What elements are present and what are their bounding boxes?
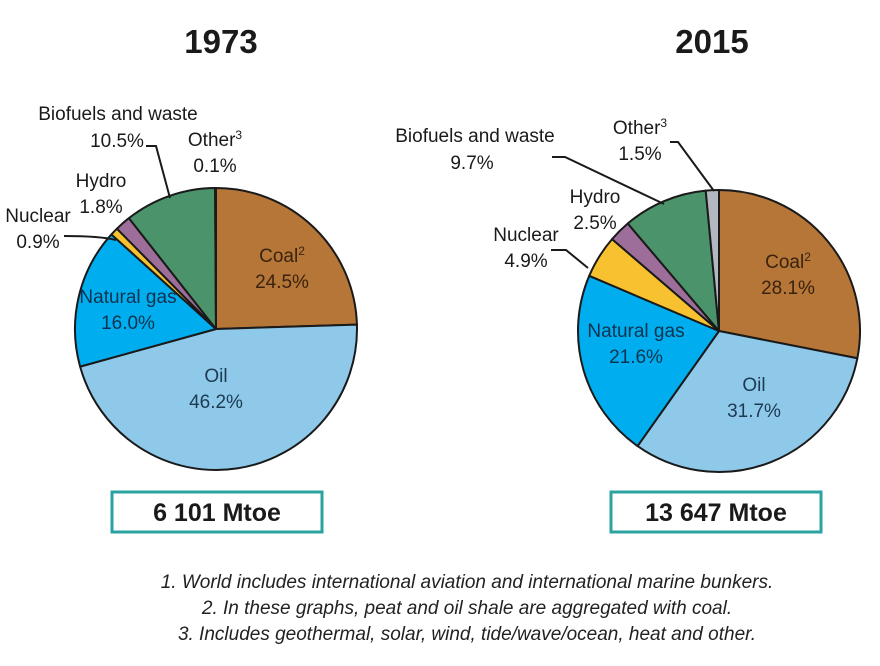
- pie-title-1973: 1973: [184, 23, 257, 60]
- slice-value-hydro: 2.5%: [573, 213, 616, 234]
- pie-2015: [577, 189, 861, 473]
- slice-name-other: Other3: [613, 116, 668, 139]
- slice-name-other: Other3: [188, 128, 243, 151]
- slice-name-natural-gas: Natural gas: [587, 321, 684, 342]
- leader-line-other: [670, 141, 715, 192]
- slice-other: [214, 187, 217, 330]
- total-box-1973: 6 101 Mtoe: [110, 490, 324, 534]
- slice-name-coal: Coal2: [765, 250, 811, 273]
- slice-value-other: 1.5%: [618, 144, 661, 165]
- footnote-3: 3. Includes geothermal, solar, wind, tid…: [178, 624, 756, 645]
- slice-value-biofuels-and-waste: 10.5%: [90, 131, 144, 152]
- slice-name-coal: Coal2: [259, 244, 305, 267]
- slice-value-coal: 28.1%: [761, 278, 815, 299]
- leader-line-nuclear: [63, 235, 117, 241]
- slice-biofuels-and-waste: [626, 189, 720, 332]
- slice-value-nuclear: 4.9%: [504, 251, 547, 272]
- slice-name-nuclear: Nuclear: [493, 225, 559, 246]
- slice-coal: [215, 187, 358, 330]
- pie-title-2015: 2015: [675, 23, 748, 60]
- total-box-2015: 13 647 Mtoe: [609, 490, 823, 534]
- slice-name-hydro: Hydro: [76, 171, 127, 192]
- slice-name-hydro: Hydro: [570, 187, 621, 208]
- slice-value-natural-gas: 16.0%: [101, 313, 155, 334]
- leader-line-nuclear: [551, 249, 589, 269]
- footnote-2: 2. In these graphs, peat and oil shale a…: [201, 598, 732, 619]
- slice-value-oil: 46.2%: [189, 392, 243, 413]
- leader-line-biofuels-and-waste: [552, 156, 665, 205]
- footnote-1: 1. World includes international aviation…: [161, 572, 774, 593]
- total-value-1973: 6 101 Mtoe: [153, 499, 281, 527]
- slice-name-natural-gas: Natural gas: [79, 287, 176, 308]
- pie-2015-labels: Coal2 28.1% Oil 31.7% Natural gas 21.6% Nuclea…: [395, 116, 815, 422]
- slice-natural-gas: [577, 274, 720, 448]
- slice-value-hydro: 1.8%: [79, 197, 122, 218]
- total-value-2015: 13 647 Mtoe: [645, 499, 787, 527]
- pie-1973-labels: Coal2 24.5% Oil 46.2% Natural gas 16.0% Nuclea…: [5, 104, 309, 413]
- slice-value-nuclear: 0.9%: [16, 232, 59, 253]
- slice-name-oil: Oil: [204, 366, 227, 387]
- slice-natural-gas: [74, 233, 217, 368]
- slice-value-other: 0.1%: [193, 156, 236, 177]
- slice-value-biofuels-and-waste: 9.7%: [450, 153, 493, 174]
- slice-oil: [79, 323, 358, 471]
- slice-value-oil: 31.7%: [727, 401, 781, 422]
- slice-value-natural-gas: 21.6%: [609, 347, 663, 368]
- slice-name-nuclear: Nuclear: [5, 206, 71, 227]
- slice-oil: [636, 330, 859, 473]
- slice-name-biofuels-and-waste: Biofuels and waste: [395, 126, 555, 147]
- slice-name-biofuels-and-waste: Biofuels and waste: [38, 104, 198, 125]
- slice-value-coal: 24.5%: [255, 272, 309, 293]
- slice-name-oil: Oil: [742, 375, 765, 396]
- slice-coal: [718, 189, 861, 360]
- leader-line-biofuels-and-waste: [146, 145, 171, 199]
- pie-1973: [74, 187, 358, 471]
